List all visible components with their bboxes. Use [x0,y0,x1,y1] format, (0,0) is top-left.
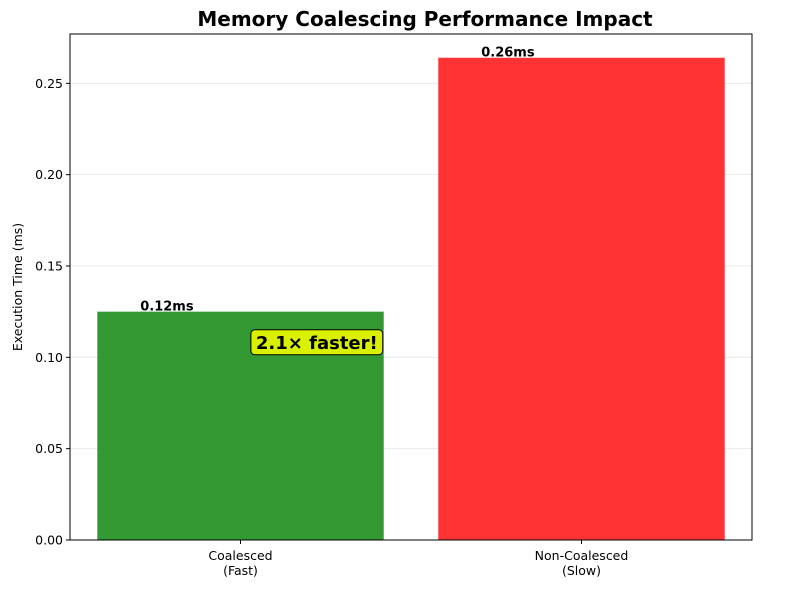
annotation: 2.1× faster! [250,329,384,356]
data-labels: 0.12ms 0.26ms [140,46,535,315]
plot-frame [69,33,753,541]
bars [97,57,725,541]
bar-1 [438,57,725,541]
x-tick-label-0: Coalesced (Fast) [208,548,272,578]
x-axis: Coalesced (Fast) Non-Coalesced (Slow) [208,540,628,578]
x-tick-label-1: Non-Coalesced (Slow) [535,548,629,578]
data-label-1: 0.26ms [481,46,535,61]
y-tick-label: 0.00 [35,533,63,548]
annotation-box [250,329,384,356]
data-label-0: 0.12ms [140,300,194,315]
y-tick-label: 0.15 [35,258,63,273]
annotation-text: 2.1× faster! [256,333,378,354]
chart-title: Memory Coalescing Performance Impact [197,7,653,31]
y-axis: 0.00 0.05 0.10 0.15 0.20 0.25 [35,76,70,548]
y-axis-label: Execution Time (ms) [10,223,25,351]
y-tick-label: 0.05 [35,441,63,456]
y-tick-label: 0.25 [35,76,63,91]
y-tick-label: 0.10 [35,350,63,365]
y-tick-label: 0.20 [35,167,63,182]
